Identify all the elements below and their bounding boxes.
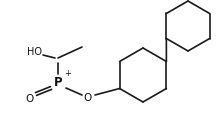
Text: +: + xyxy=(64,70,71,78)
Text: P: P xyxy=(54,76,62,88)
Text: O: O xyxy=(26,94,34,104)
Text: HO: HO xyxy=(27,47,42,57)
Text: O: O xyxy=(84,93,92,103)
